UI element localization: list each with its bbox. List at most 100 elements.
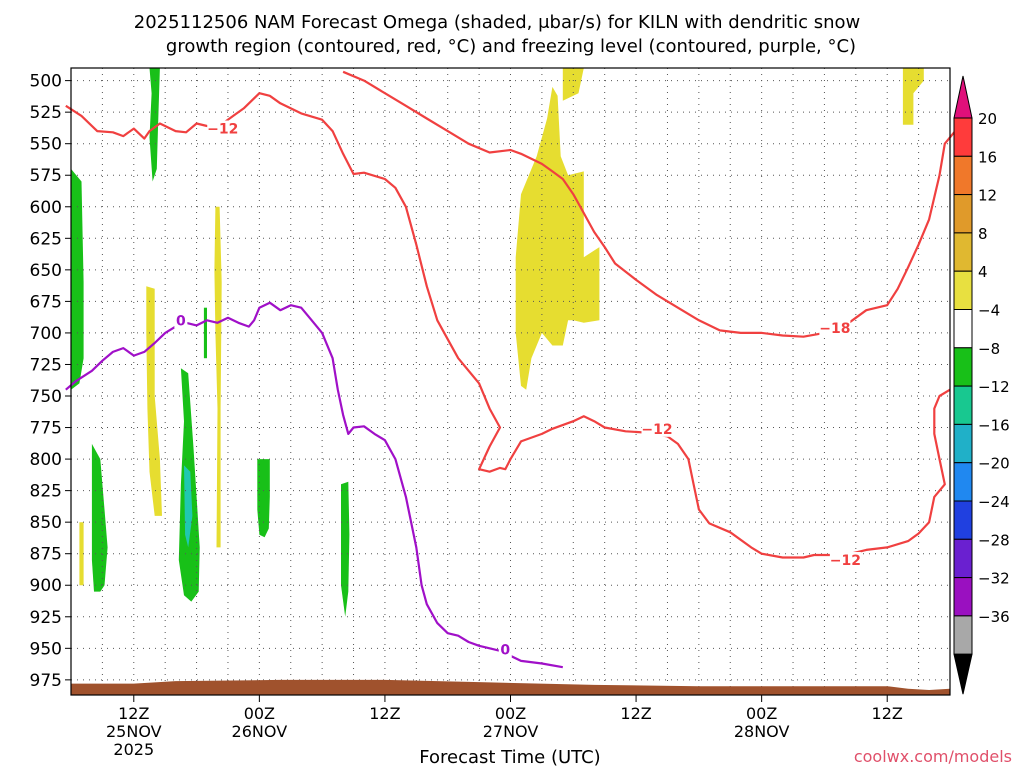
colorbar-segment <box>953 462 973 502</box>
x-tick-date: 28NOV <box>734 722 790 741</box>
x-tick-time: 12Z <box>118 704 149 723</box>
colorbar-label: 4 <box>978 263 988 281</box>
y-tick-label: 750 <box>30 387 62 407</box>
y-tick-label: 800 <box>30 450 62 470</box>
colorbar-label: −32 <box>978 570 1010 588</box>
contour-label: −18 <box>819 321 850 337</box>
colorbar-segment <box>953 538 973 579</box>
colorbar-segment <box>953 155 973 196</box>
colorbar: 20 16 12 8 4 −4 −8 −12 −16 −20 −24 −28 −32 −36 <box>953 75 1010 695</box>
freezing-level-contour <box>65 301 563 669</box>
colorbar-label: 12 <box>978 187 997 205</box>
grid-lines <box>71 68 950 695</box>
y-tick-label: 850 <box>30 513 62 533</box>
colorbar-label: −28 <box>978 531 1010 549</box>
y-tick-label: 550 <box>30 135 62 155</box>
colorbar-label: 16 <box>978 148 997 166</box>
colorbar-segment <box>953 117 973 157</box>
x-tick-time: 12Z <box>872 704 903 723</box>
y-tick-label: 875 <box>30 545 62 565</box>
y-tick-label: 825 <box>30 482 62 502</box>
x-tick-time: 12Z <box>369 704 400 723</box>
colorbar-bottom-arrow <box>953 653 973 695</box>
contour-label: 0 <box>500 643 510 659</box>
colorbar-label: −12 <box>978 378 1010 396</box>
y-tick-label: 950 <box>30 639 62 659</box>
omega-shade-region <box>257 459 270 538</box>
contour-label: −12 <box>830 553 861 569</box>
contour-label-bg <box>498 641 512 658</box>
y-tick-label: 925 <box>30 608 62 628</box>
x-axis-label: Forecast Time (UTC) <box>419 747 600 768</box>
colorbar-segment <box>953 309 973 349</box>
omega-shade-region <box>341 481 350 617</box>
contour-label-bg <box>174 312 188 329</box>
colorbar-label: −36 <box>978 608 1010 626</box>
colorbar-segment <box>953 615 973 655</box>
colorbar-label: −4 <box>978 302 1000 320</box>
omega-shade-region <box>184 465 193 548</box>
dgz-contour <box>342 70 957 338</box>
omega-shade-region <box>214 206 222 548</box>
contour-label: −12 <box>641 422 672 438</box>
terrain-fill <box>71 679 950 695</box>
contour-label-bg <box>819 319 851 336</box>
plot-background <box>71 68 950 695</box>
x-tick-time: 12Z <box>620 704 651 723</box>
y-tick-label: 900 <box>30 576 62 596</box>
y-axis: 500 525 550 575 600 625 650 675 700 725 750 775 800 8… <box>30 72 71 691</box>
colorbar-segment <box>953 194 973 234</box>
colorbar-top-arrow <box>953 75 973 119</box>
colorbar-segment <box>953 385 973 425</box>
watermark: coolwx.com/models <box>854 747 1012 766</box>
x-tick-year: 2025 <box>113 740 154 759</box>
colorbar-segment <box>953 347 973 387</box>
colorbar-segment <box>953 500 973 540</box>
contour-label-bg <box>641 420 673 437</box>
colorbar-segment <box>953 270 973 311</box>
colorbar-label: −8 <box>978 340 1000 358</box>
x-tick-date: 25NOV <box>106 722 162 741</box>
y-tick-label: 725 <box>30 355 62 375</box>
chart-title-line2: growth region (contoured, red, °C) and f… <box>166 36 856 57</box>
colorbar-label: −16 <box>978 416 1010 434</box>
x-tick-date: 27NOV <box>483 722 539 741</box>
colorbar-segment <box>953 577 973 617</box>
colorbar-label: 20 <box>978 110 997 128</box>
omega-shade-region <box>562 68 584 101</box>
x-tick-time: 00Z <box>244 704 275 723</box>
y-tick-label: 675 <box>30 292 62 312</box>
omega-shade-region <box>902 68 924 125</box>
y-tick-label: 650 <box>30 261 62 281</box>
colorbar-label: −20 <box>978 455 1010 473</box>
omega-shade-region <box>149 68 160 182</box>
omega-shade-region <box>146 286 162 516</box>
ground-terrain <box>71 679 950 695</box>
omega-shade-region <box>71 168 84 390</box>
contour-label: 0 <box>176 313 186 329</box>
y-tick-label: 625 <box>30 229 62 249</box>
colorbar-label: 8 <box>978 225 988 243</box>
contour-labels: −12 −12 −12 −18 0 0 <box>174 120 861 659</box>
colorbar-label: −24 <box>978 493 1010 511</box>
y-tick-label: 775 <box>30 419 62 439</box>
y-tick-label: 575 <box>30 166 62 186</box>
contour-label-bg <box>207 120 239 137</box>
omega-shade-region <box>79 522 84 586</box>
colorbar-segment <box>953 423 973 464</box>
x-tick-date: 26NOV <box>232 722 288 741</box>
omega-shade-region <box>203 307 207 359</box>
y-tick-label: 700 <box>30 324 62 344</box>
omega-shade-region <box>91 443 108 592</box>
y-tick-label: 500 <box>30 72 62 92</box>
y-tick-label: 975 <box>30 671 62 691</box>
contour-label-bg <box>829 552 861 569</box>
contour-label: −12 <box>207 122 238 138</box>
colorbar-segment <box>953 232 973 272</box>
y-tick-label: 600 <box>30 198 62 218</box>
y-tick-label: 525 <box>30 103 62 123</box>
x-tick-time: 00Z <box>746 704 777 723</box>
chart-title-line1: 2025112506 NAM Forecast Omega (shaded, μ… <box>134 12 860 33</box>
